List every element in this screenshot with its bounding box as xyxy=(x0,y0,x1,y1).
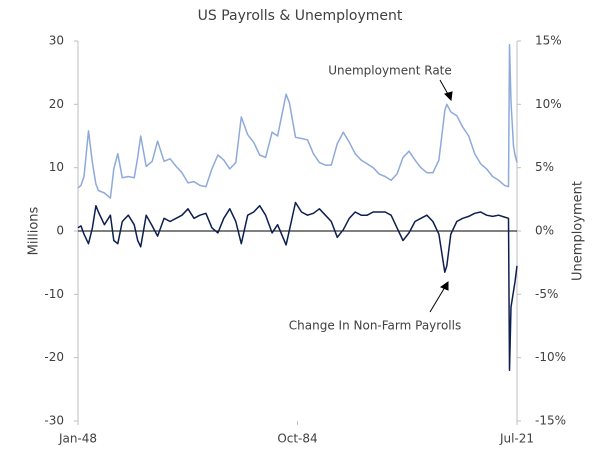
y-tick-label: 10 xyxy=(49,160,64,174)
y2-tick-label: 10% xyxy=(535,97,562,111)
chart-title: US Payrolls & Unemployment xyxy=(198,8,403,24)
arrows xyxy=(429,79,453,313)
series-line xyxy=(77,44,518,199)
y-tick-label: 0 xyxy=(56,224,64,238)
annotation: Unemployment Rate xyxy=(328,64,452,78)
y2-tick-label: 15% xyxy=(535,34,562,48)
x-tick-label: Jul-21 xyxy=(499,432,534,446)
y2-tick-label: -10% xyxy=(535,350,566,364)
annotation: Change In Non-Farm Payrolls xyxy=(289,319,461,333)
y-tick-label: -10 xyxy=(44,287,64,301)
y2-axis-label: Unemployment xyxy=(571,181,586,281)
y2-tick-label: -5% xyxy=(535,287,558,301)
y-axis-label: Millions xyxy=(27,206,42,255)
x-tick-label: Jan-48 xyxy=(58,432,97,446)
y-tick-label: 30 xyxy=(49,34,64,48)
series-line xyxy=(77,201,518,372)
x-tick-label: Oct-84 xyxy=(277,432,317,446)
y2-tick-label: -15% xyxy=(535,414,566,428)
y2-tick-label: 5% xyxy=(535,160,554,174)
y-tick-label: -30 xyxy=(44,414,64,428)
y-tick-label: 20 xyxy=(49,97,64,111)
y2-tick-label: 0% xyxy=(535,224,554,238)
y-tick-label: -20 xyxy=(44,350,64,364)
